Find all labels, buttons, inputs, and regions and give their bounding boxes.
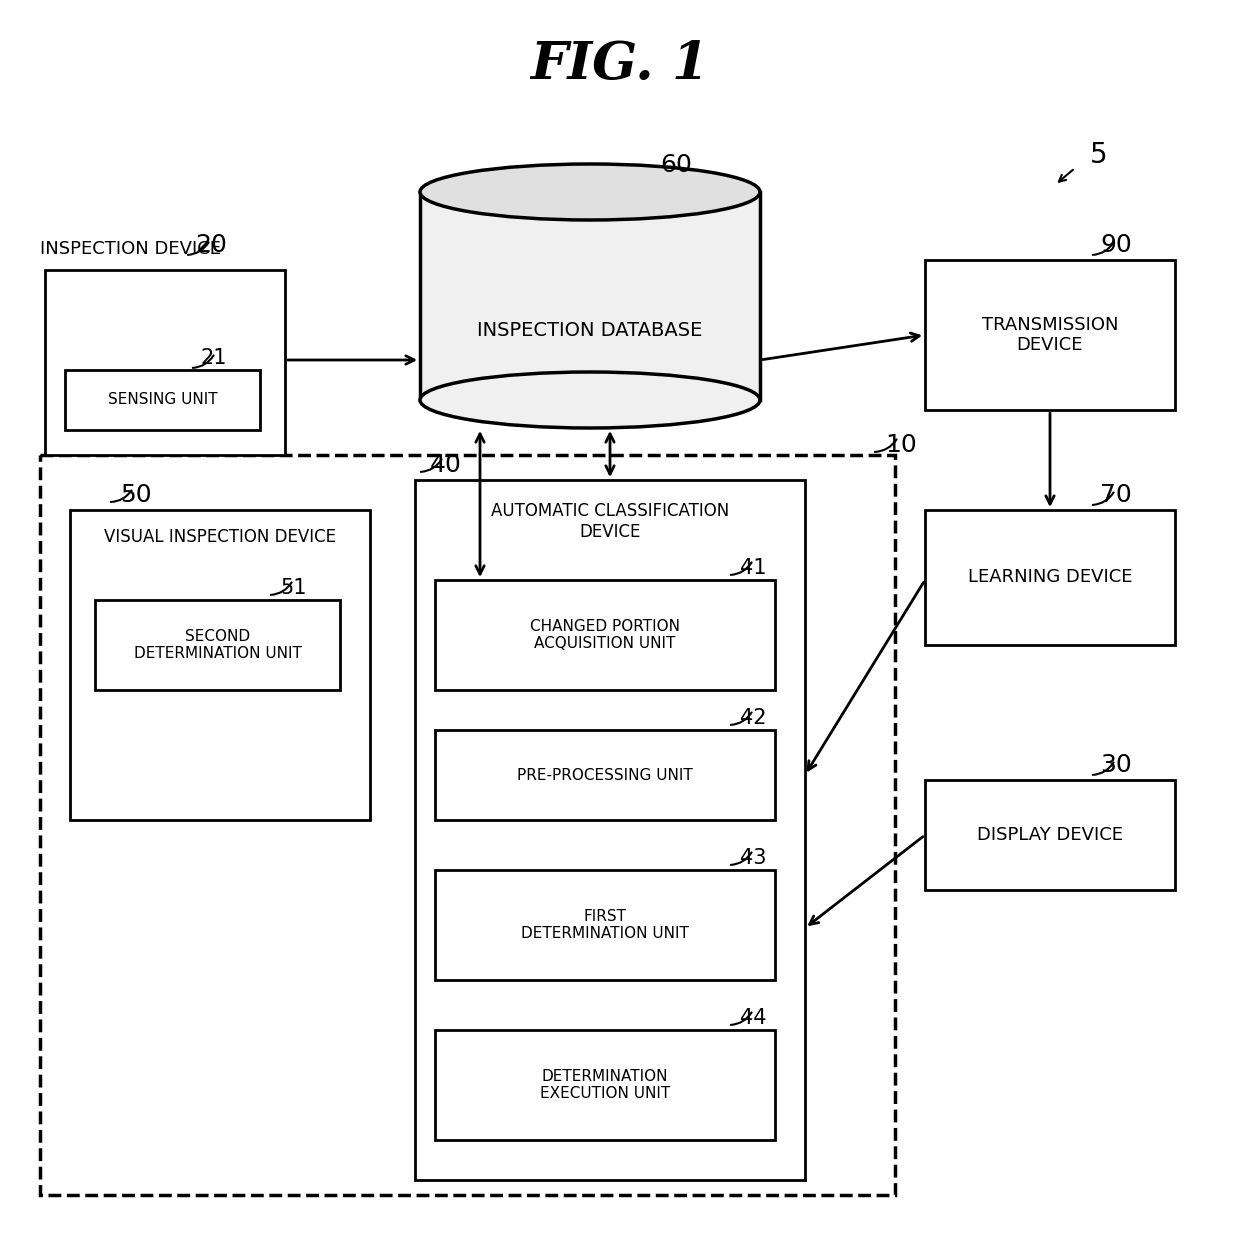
Text: 41: 41	[740, 557, 766, 579]
Text: VISUAL INSPECTION DEVICE: VISUAL INSPECTION DEVICE	[104, 527, 336, 546]
Text: 44: 44	[740, 1008, 766, 1028]
Text: 5: 5	[1090, 141, 1107, 170]
Bar	[435, 729, 775, 821]
Text: INSPECTION DEVICE: INSPECTION DEVICE	[40, 239, 221, 258]
Text: 20: 20	[195, 233, 227, 257]
Ellipse shape	[420, 165, 760, 219]
Bar	[69, 510, 370, 821]
Text: INSPECTION DATABASE: INSPECTION DATABASE	[477, 320, 703, 339]
Text: CHANGED PORTION
ACQUISITION UNIT: CHANGED PORTION ACQUISITION UNIT	[529, 619, 680, 651]
Bar	[64, 370, 260, 430]
Bar	[925, 261, 1176, 410]
Text: DETERMINATION
EXECUTION UNIT: DETERMINATION EXECUTION UNIT	[539, 1069, 670, 1101]
Text: 40: 40	[430, 453, 461, 478]
Bar	[40, 455, 895, 1195]
Text: 10: 10	[885, 433, 916, 456]
Text: 51: 51	[280, 579, 306, 599]
Bar	[95, 600, 340, 690]
Text: 70: 70	[1100, 483, 1132, 508]
Bar	[45, 271, 285, 455]
Text: PRE-PROCESSING UNIT: PRE-PROCESSING UNIT	[517, 767, 693, 783]
Bar	[415, 480, 805, 1180]
Text: TRANSMISSION
DEVICE: TRANSMISSION DEVICE	[982, 315, 1118, 354]
Text: FIG. 1: FIG. 1	[531, 40, 709, 91]
Text: SENSING UNIT: SENSING UNIT	[108, 393, 217, 408]
Text: 42: 42	[740, 708, 766, 728]
Bar	[435, 870, 775, 980]
Text: 60: 60	[660, 153, 692, 177]
Bar	[435, 1030, 775, 1140]
Bar	[925, 781, 1176, 890]
Text: 30: 30	[1100, 753, 1132, 777]
Text: 21: 21	[200, 348, 227, 368]
Text: AUTOMATIC CLASSIFICATION
DEVICE: AUTOMATIC CLASSIFICATION DEVICE	[491, 503, 729, 541]
Text: SECOND
DETERMINATION UNIT: SECOND DETERMINATION UNIT	[134, 628, 301, 661]
Text: LEARNING DEVICE: LEARNING DEVICE	[967, 569, 1132, 586]
Text: 43: 43	[740, 848, 766, 868]
Text: FIRST
DETERMINATION UNIT: FIRST DETERMINATION UNIT	[521, 909, 689, 941]
Text: DISPLAY DEVICE: DISPLAY DEVICE	[977, 826, 1123, 844]
Bar	[435, 580, 775, 690]
Bar	[925, 510, 1176, 645]
Text: 50: 50	[120, 483, 151, 508]
Ellipse shape	[420, 372, 760, 428]
Bar	[420, 192, 760, 400]
Text: 90: 90	[1100, 233, 1132, 257]
